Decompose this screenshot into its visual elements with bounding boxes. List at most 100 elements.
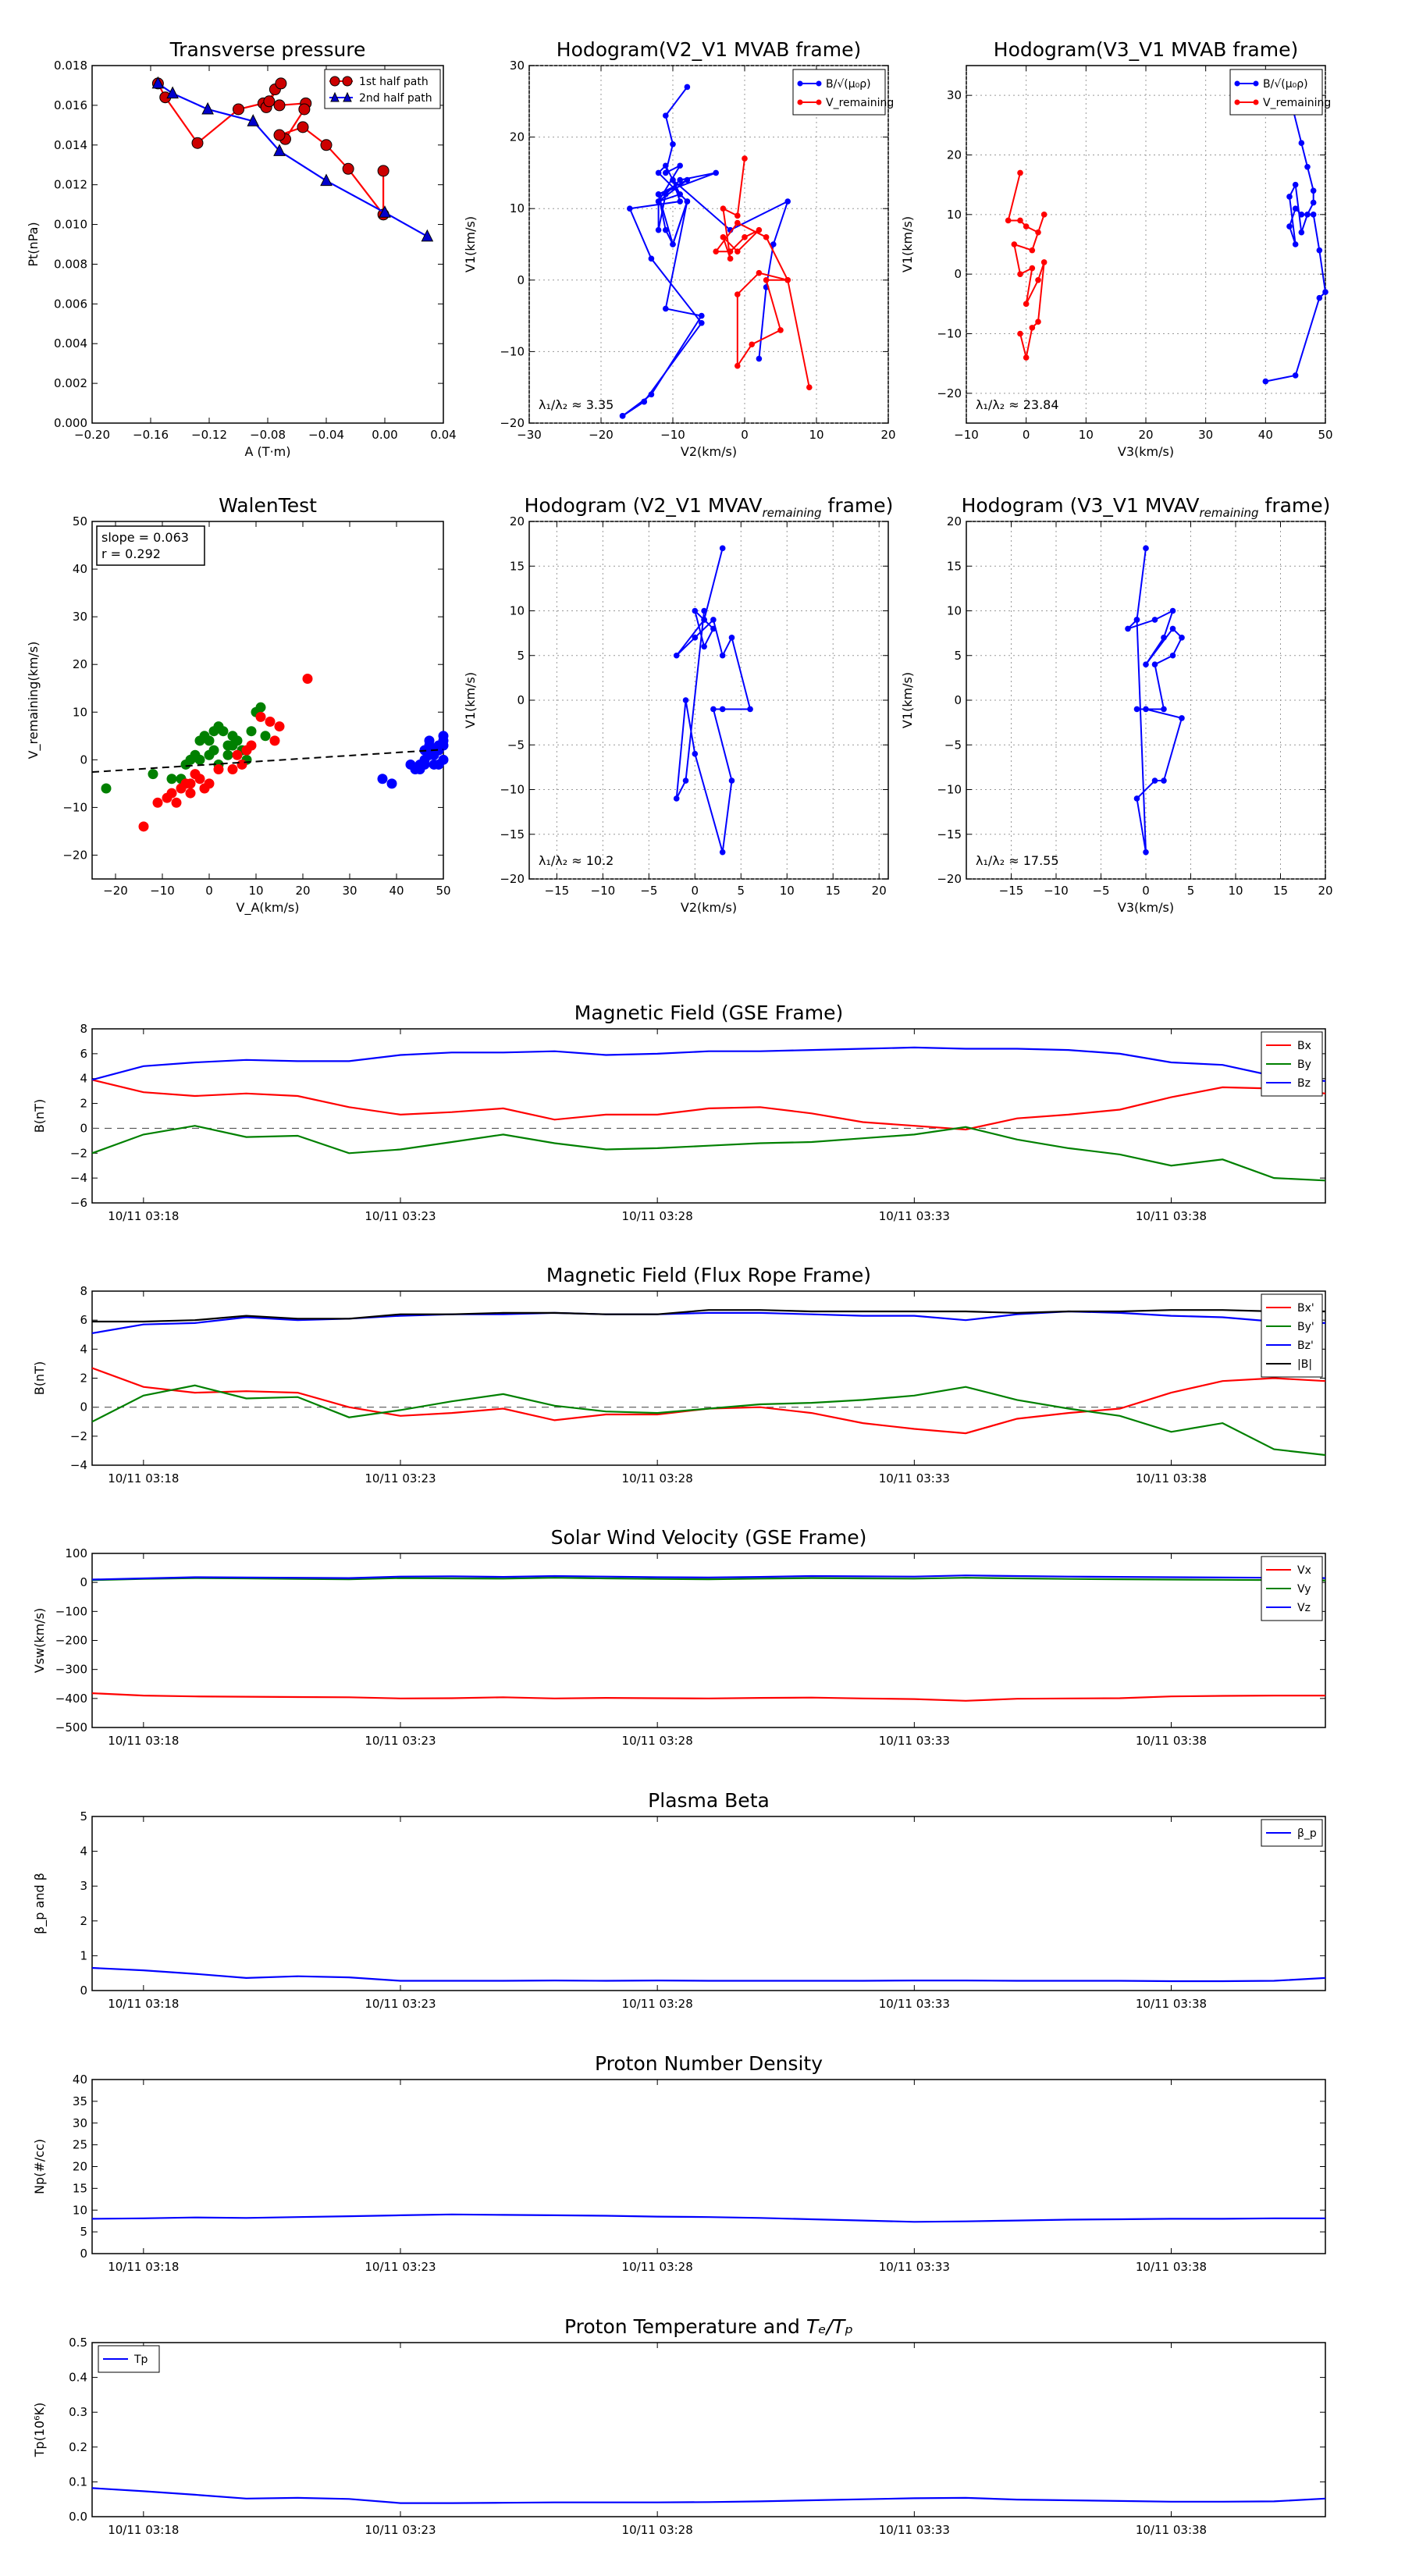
data-point — [1161, 706, 1167, 713]
panel-title: Hodogram (V2_V1 MVAVremaining frame) — [525, 494, 894, 520]
data-point — [273, 129, 286, 141]
eigen-ratio: λ₁/λ₂ ≈ 10.2 — [539, 853, 614, 868]
data-point — [227, 740, 238, 751]
data-point — [713, 169, 719, 176]
plot-frame — [91, 2342, 1326, 2517]
series-line — [1265, 94, 1327, 382]
data-point — [1035, 277, 1041, 283]
data-point — [1316, 247, 1323, 254]
y-tick-label: −5 — [507, 738, 525, 752]
data-point — [1023, 354, 1030, 361]
x-tick-label: 20 — [872, 884, 887, 898]
data-point — [1298, 212, 1305, 218]
panel-tp: −0.20 −0.16 −0.12 −0.08 −0.04 0.00 0.04 0.000 0.… — [26, 38, 457, 459]
x-tick-label: 40 — [1258, 428, 1273, 442]
legend-marker — [343, 91, 352, 102]
panel-title-main: Proton Temperature and — [564, 2315, 806, 2338]
data-point — [269, 735, 280, 746]
legend-marker — [330, 91, 340, 102]
plot-frame — [528, 65, 889, 424]
data-point — [763, 277, 770, 283]
data-point — [298, 103, 311, 116]
y-tick-label: −10 — [500, 783, 525, 797]
data-point — [1151, 617, 1158, 623]
data-point — [655, 226, 662, 233]
x-tick-label: 30 — [342, 884, 357, 898]
data-point — [1017, 330, 1023, 337]
y-tick-label: 0 — [517, 273, 525, 287]
panel-h21r: −15 −10 −5 0 5 10 15 20−20−15−10−505101520Hodog… — [463, 494, 893, 915]
series-line — [91, 1367, 1326, 1435]
eigen-ratio: λ₁/λ₂ ≈ 3.35 — [539, 397, 614, 412]
data-point — [663, 226, 669, 233]
data-point — [655, 198, 662, 205]
panel-h31: −10 0 10 20 30 40 50 −20 −10 0 10 20 30 Hodogram(V3_V… — [900, 38, 1333, 459]
legend-label: By' — [1297, 1321, 1314, 1333]
y-tick-label: −400 — [55, 1692, 87, 1706]
x-tick-label: 10/11 03:28 — [622, 1471, 693, 1485]
data-point — [1029, 325, 1036, 331]
data-point — [265, 716, 276, 727]
y-tick-label: 3 — [80, 1879, 87, 1893]
y-tick-label: 0.000 — [54, 416, 87, 430]
data-point — [166, 774, 177, 785]
legend-label: V_remaining — [826, 97, 894, 109]
x-tick-label: −0.08 — [250, 428, 286, 442]
data-point — [749, 341, 755, 348]
data-point — [1286, 194, 1293, 200]
data-point — [1023, 223, 1030, 229]
x-tick-label: 0 — [741, 428, 749, 442]
x-tick-label: 10/11 03:18 — [108, 1471, 179, 1485]
legend-label: 2nd half path — [359, 92, 432, 105]
y-tick-label: −20 — [937, 872, 962, 886]
data-point — [1017, 169, 1023, 176]
plot-frame — [91, 521, 444, 880]
y-tick-label: −5 — [944, 738, 962, 752]
y-tick-label: −20 — [62, 848, 87, 862]
data-point — [742, 155, 748, 162]
series-line — [91, 1125, 1326, 1182]
x-tick-label: 50 — [1318, 428, 1332, 442]
data-point — [699, 319, 705, 326]
data-point — [1040, 212, 1048, 218]
data-point — [166, 788, 177, 799]
series-line — [91, 1692, 1325, 1702]
data-point — [232, 749, 243, 760]
x-tick-label: 10/11 03:18 — [108, 2523, 179, 2537]
data-point — [784, 277, 791, 283]
panel-title: Hodogram(V2_V1 MVAB frame) — [557, 38, 861, 61]
stats-line: slope = 0.063 — [101, 530, 189, 545]
y-tick-label: 2 — [80, 1914, 87, 1928]
data-point — [728, 635, 735, 641]
data-point — [673, 795, 680, 802]
y-tick-label: −15 — [500, 827, 525, 841]
x-tick-label: 10/11 03:33 — [879, 1209, 950, 1223]
y-tick-label: 5 — [80, 1809, 87, 1823]
x-tick-label: 5 — [738, 884, 745, 898]
x-axis-label: V2(km/s) — [681, 900, 737, 915]
x-tick-label: 30 — [1198, 428, 1213, 442]
data-point — [148, 769, 158, 780]
legend-label: Bx — [1297, 1040, 1311, 1052]
data-point — [379, 205, 391, 218]
y-tick-label: −20 — [937, 386, 962, 400]
y-tick-label: 0 — [954, 693, 962, 707]
y-tick-label: 2 — [80, 1097, 87, 1111]
data-point — [1151, 661, 1158, 667]
data-point — [1322, 289, 1329, 295]
x-tick-label: 10/11 03:33 — [879, 2260, 950, 2274]
x-tick-label: 10/11 03:38 — [1136, 1209, 1207, 1223]
data-point — [1304, 212, 1311, 218]
x-tick-label: 10/11 03:33 — [879, 1471, 950, 1485]
x-axis-label: V3(km/s) — [1118, 444, 1174, 459]
data-point — [627, 205, 633, 212]
data-point — [1017, 217, 1023, 224]
data-point — [784, 198, 791, 205]
legend-marker — [1234, 80, 1240, 87]
data-point — [274, 721, 285, 732]
y-tick-label: 40 — [73, 2073, 87, 2087]
data-point — [218, 726, 229, 737]
data-point — [246, 726, 257, 737]
data-point — [770, 241, 777, 247]
x-tick-label: −10 — [1044, 884, 1069, 898]
